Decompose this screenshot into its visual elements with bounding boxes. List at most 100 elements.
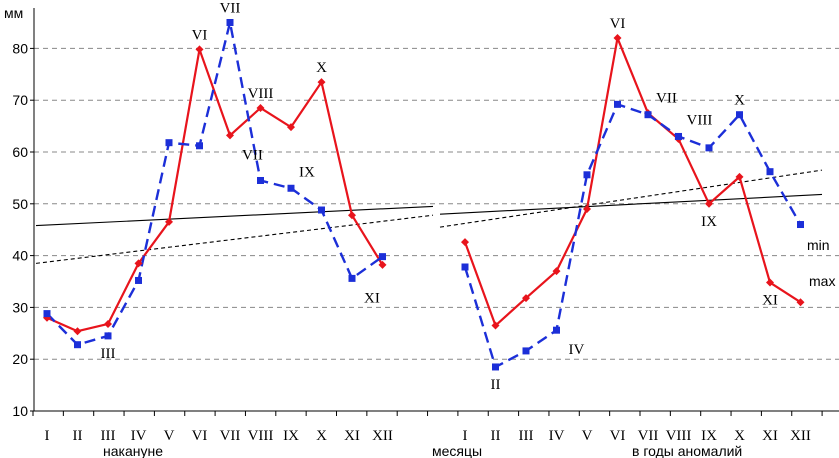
- point-label-anomaly-min-IV: IV: [569, 342, 585, 358]
- y-tick-label-80: 80: [12, 40, 28, 56]
- grid: [34, 47, 839, 360]
- y-tick-label-30: 30: [12, 299, 28, 315]
- point-label-before-max-VI: VI: [192, 27, 208, 43]
- point-label-before-min-VII: VII: [220, 1, 241, 17]
- point-before-min-VIII: [257, 176, 264, 184]
- x-tick-label-anomaly-VIII: VIII: [666, 428, 692, 444]
- point-anomaly-max-X: [735, 172, 744, 181]
- point-anomaly-max-I: [461, 238, 469, 247]
- x-tick-label-anomaly-X: X: [734, 428, 745, 444]
- point-anomaly-max-XII: [796, 298, 805, 307]
- point-anomaly-min-II: [492, 363, 499, 371]
- point-anomaly-max-IV: [552, 267, 561, 276]
- point-before-max-III: [104, 319, 112, 328]
- x-tick-label-before-VIII: VIII: [248, 428, 274, 444]
- point-before-max-VII: [226, 131, 234, 140]
- point-label-before-max-X: X: [316, 60, 327, 76]
- point-before-min-VII: [226, 19, 234, 26]
- point-anomaly-min-I: [461, 263, 469, 271]
- point-label-anomaly-min-VIII: VIII: [687, 112, 713, 128]
- group-label-anomaly: в годы аномалий: [632, 443, 742, 458]
- point-label-before-min-IX: IX: [299, 164, 315, 180]
- y-tick-label-10: 10: [12, 403, 28, 419]
- point-anomaly-max-XI: [766, 278, 774, 287]
- legend-min-label: min: [807, 237, 830, 253]
- point-before-min-IV: [135, 276, 142, 284]
- point-before-min-IX: [287, 184, 295, 192]
- point-label-anomaly-max-VI: VI: [610, 16, 626, 32]
- point-before-max-X: [317, 78, 326, 87]
- point-label-before-max-VIII: VIII: [248, 86, 274, 102]
- point-anomaly-max-III: [522, 294, 530, 303]
- x-tick-label-anomaly-VII: VII: [638, 428, 659, 444]
- point-label-anomaly-min-X: X: [734, 93, 745, 109]
- x-tick-label-before-IV: IV: [131, 428, 147, 444]
- axes: [33, 8, 839, 412]
- group-label-before: накануне: [103, 443, 163, 458]
- point-anomaly-min-V: [583, 171, 591, 179]
- x-tick-label-anomaly-IV: IV: [549, 428, 565, 444]
- point-before-max-IV: [134, 259, 143, 268]
- point-anomaly-min-VIII: [675, 132, 682, 140]
- x-tick-label-before-II: II: [73, 428, 83, 444]
- point-label-anomaly-min-VII: VII: [656, 91, 677, 107]
- point-label-anomaly-max-XI: XI: [762, 293, 778, 309]
- point-anomaly-min-III: [522, 347, 530, 355]
- x-tick-label-before-X: X: [316, 428, 327, 444]
- x-tick-label-before-III: III: [101, 428, 116, 444]
- series-line-before-min: [46, 21, 384, 346]
- series: [46, 21, 802, 369]
- y-tick-labels: 10 20 30 40 50 60 70 80: [12, 40, 34, 419]
- point-labels: VI VII VII VIII IX X XI III VI VII VIII X IX XI II IV: [101, 1, 778, 393]
- x-tick-label-anomaly-II: II: [491, 428, 501, 444]
- point-anomaly-min-XII: [797, 221, 804, 229]
- y-tick-label-40: 40: [12, 248, 28, 264]
- point-before-max-XII: [378, 260, 387, 269]
- point-before-min-III: [104, 332, 112, 340]
- x-tick-label-anomaly-V: V: [582, 428, 593, 444]
- x-tick-label-before-VI: VI: [192, 428, 208, 444]
- point-anomaly-max-V: [583, 204, 591, 213]
- point-label-before-min-XI: XI: [364, 290, 380, 306]
- point-anomaly-min-IV: [553, 326, 560, 334]
- x-tick-label-anomaly-IX: IX: [701, 428, 717, 444]
- y-axis-unit-label: мм: [4, 5, 23, 21]
- x-tick-label-before-VII: VII: [220, 428, 241, 444]
- point-before-min-X: [318, 206, 325, 214]
- x-tick-label-anomaly-XI: XI: [762, 428, 778, 444]
- point-before-min-II: [74, 341, 81, 349]
- trend-line-before-min: [35, 214, 434, 264]
- point-before-min-XII: [379, 253, 386, 261]
- x-tick-label-anomaly-I: I: [463, 428, 468, 444]
- x-tick-label-anomaly-XII: XII: [790, 428, 811, 444]
- point-label-anomaly-min-II: II: [491, 377, 501, 393]
- point-before-max-II: [73, 327, 82, 336]
- point-before-max-VI: [195, 45, 204, 54]
- point-label-anomaly-max-IX: IX: [701, 214, 717, 230]
- trend-lines: [35, 169, 823, 264]
- point-before-min-XI: [348, 274, 356, 282]
- point-label-before-min-III: III: [101, 346, 116, 362]
- point-before-max-XI: [348, 211, 356, 220]
- trend-line-before-max: [35, 205, 434, 227]
- legend-max-label: max: [809, 273, 835, 289]
- x-tick-label-before-V: V: [164, 428, 175, 444]
- point-anomaly-min-X: [736, 111, 743, 119]
- point-anomaly-min-VII: [644, 111, 652, 119]
- point-before-max-IX: [287, 123, 295, 132]
- x-tick-label-before-XI: XI: [344, 428, 360, 444]
- point-before-max-VIII: [256, 103, 265, 112]
- x-tick-label-anomaly-VI: VI: [610, 428, 626, 444]
- point-before-min-I: [43, 310, 51, 318]
- y-tick-label-50: 50: [12, 196, 28, 212]
- point-before-min-V: [165, 139, 173, 147]
- y-tick-label-70: 70: [12, 92, 28, 108]
- x-tick-labels: I II III IV V VI VII VIII IX X XI XII I II III IV V VI VII…: [32, 411, 823, 444]
- point-anomaly-min-XI: [766, 168, 774, 176]
- point-anomaly-max-IX: [705, 199, 713, 208]
- x-tick-label-before-IX: IX: [283, 428, 299, 444]
- trend-line-anomaly-min: [439, 169, 823, 228]
- markers: [43, 19, 805, 371]
- trend-line-anomaly-max: [439, 193, 823, 215]
